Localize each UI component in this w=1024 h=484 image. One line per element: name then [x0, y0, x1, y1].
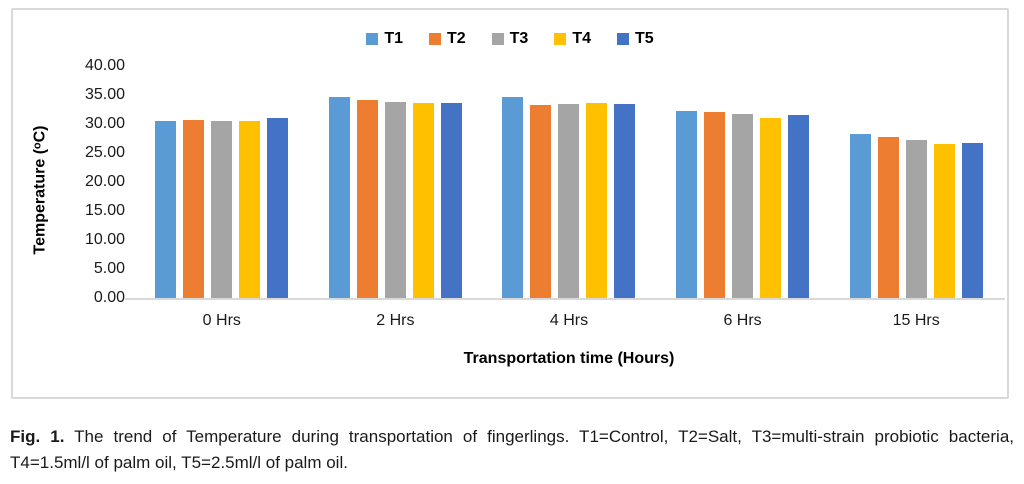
bar-t4-15-hrs	[933, 143, 955, 298]
chart-legend: T1 T2 T3 T4 T5	[13, 30, 1007, 48]
bar-t3-15-hrs	[905, 140, 927, 298]
bar-group-15-hrs	[829, 66, 1003, 298]
x-tick-label: 0 Hrs	[202, 312, 241, 329]
legend-label: T4	[572, 30, 591, 47]
figure-caption-text: The trend of Temperature during transpor…	[10, 427, 1014, 472]
legend-label: T3	[509, 30, 529, 47]
chart-frame: T1 T2 T3 T4 T5 Temperature (ᵒC) 40.00 35.00 30…	[11, 8, 1009, 399]
bar-group-0-hrs	[135, 66, 309, 298]
bar-t3-6-hrs	[732, 114, 754, 298]
bar-t2-2-hrs	[356, 99, 378, 298]
bar-t3-4-hrs	[558, 104, 580, 298]
x-tick-label: 2 Hrs	[376, 312, 415, 329]
bar-t5-6-hrs	[788, 114, 810, 298]
bar-group-6-hrs	[656, 66, 830, 298]
bar-group-4-hrs	[482, 66, 656, 298]
x-axis-tick-labels: 0 Hrs 2 Hrs 4 Hrs 6 Hrs 15 Hrs	[135, 312, 1003, 330]
bar-t3-0-hrs	[211, 120, 233, 298]
x-axis-line	[125, 298, 1005, 300]
bar-t4-4-hrs	[586, 103, 608, 298]
legend-swatch-icon	[491, 33, 504, 45]
legend-label: T2	[446, 30, 466, 47]
bar-t4-0-hrs	[239, 121, 261, 298]
bar-t3-2-hrs	[384, 101, 406, 298]
y-tick-label: 40.00	[84, 57, 125, 74]
plot-area	[135, 66, 1003, 298]
bar-t5-2-hrs	[440, 103, 462, 298]
bar-t1-2-hrs	[328, 97, 350, 298]
legend-swatch-icon	[428, 33, 441, 45]
bar-t2-6-hrs	[704, 111, 726, 298]
legend-swatch-icon	[617, 33, 629, 45]
bar-t4-2-hrs	[412, 102, 434, 298]
y-tick-label: 15.00	[84, 202, 125, 219]
y-tick-label: 35.00	[84, 86, 125, 103]
y-axis-tick-labels: 40.00 35.00 30.00 25.00 20.00 15.00 10.00 5.00 0…	[13, 57, 125, 314]
bar-group-2-hrs	[309, 66, 483, 298]
bar-t2-4-hrs	[530, 104, 552, 298]
legend-item-t3: T3	[491, 30, 529, 48]
legend-label: T5	[635, 30, 654, 47]
legend-item-t4: T4	[554, 30, 591, 48]
figure-caption-label: Fig. 1.	[10, 427, 65, 446]
bar-t4-6-hrs	[760, 117, 782, 298]
x-tick-label: 6 Hrs	[723, 312, 762, 329]
bar-t1-15-hrs	[849, 133, 871, 298]
bar-t5-0-hrs	[267, 118, 289, 298]
y-tick-label: 0.00	[93, 289, 125, 306]
bar-t2-15-hrs	[877, 136, 899, 298]
y-tick-label: 5.00	[93, 260, 125, 277]
bar-t1-0-hrs	[155, 120, 177, 298]
legend-swatch-icon	[554, 33, 567, 45]
legend-label: T1	[384, 30, 403, 47]
bar-t2-0-hrs	[183, 119, 205, 298]
y-tick-label: 20.00	[84, 173, 125, 190]
legend-item-t1: T1	[366, 30, 403, 48]
legend-swatch-icon	[366, 33, 379, 45]
legend-item-t2: T2	[428, 30, 466, 48]
bar-t1-6-hrs	[676, 111, 698, 298]
x-tick-label: 15 Hrs	[892, 312, 940, 329]
y-tick-label: 30.00	[84, 115, 125, 132]
figure-caption: Fig. 1. The trend of Temperature during …	[10, 424, 1014, 475]
x-axis-title: Transportation time (Hours)	[463, 350, 675, 367]
legend-item-t5: T5	[617, 30, 654, 48]
x-tick-label: 4 Hrs	[549, 312, 589, 329]
bar-t5-4-hrs	[614, 104, 636, 298]
y-tick-label: 25.00	[84, 144, 125, 161]
y-tick-label: 10.00	[84, 231, 125, 248]
bar-t1-4-hrs	[502, 96, 524, 298]
bar-t5-15-hrs	[961, 142, 983, 298]
